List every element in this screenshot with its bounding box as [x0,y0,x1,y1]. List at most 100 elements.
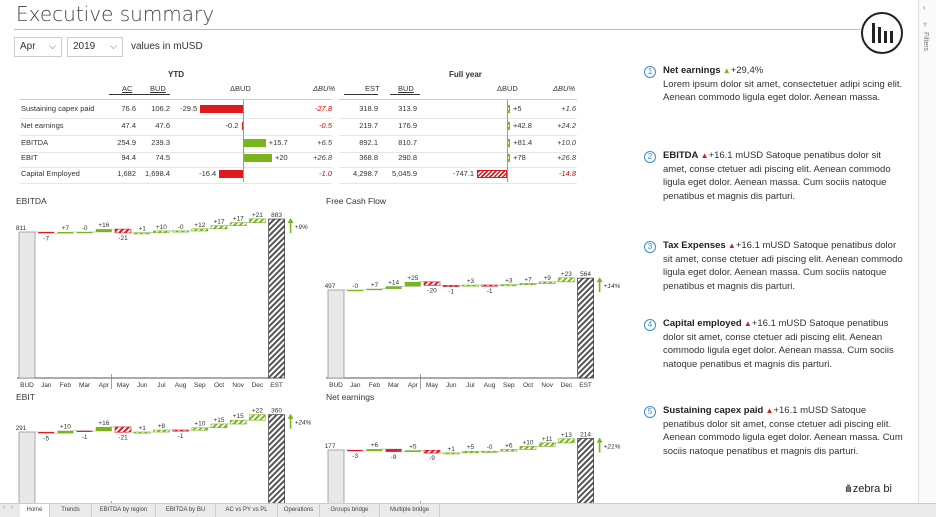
est-value: 219.7 [359,121,378,130]
delta-bar [243,139,266,147]
filter-icon: ▿ [923,20,928,29]
tab-trends[interactable]: Trends [50,504,92,517]
chevron-down-icon: ⌵ [49,41,56,51]
dbup2-value: +24.2 [557,121,576,130]
zebra-logo-icon: ıllı [845,484,853,495]
ac-value: 94.4 [121,153,136,162]
tab-groups-bridge[interactable]: Groups bridge [320,504,380,517]
data-label: 360 [271,408,282,415]
data-label: 497 [325,283,336,290]
data-label: -9 [429,455,435,462]
category-label: Oct [523,382,533,389]
waterfall-chart: -0 +7 +14 +25 -20 -1 +3 -1 +3 +7 +9 +23 497 564 +14% BU… [325,271,621,389]
tab-operations[interactable]: Operations [278,504,320,517]
tab-scroll-right-icon[interactable]: › [11,504,14,511]
category-label: Sep [194,382,206,389]
variance-label: +24% [295,420,312,427]
filters-label[interactable]: Filters [922,32,929,52]
ac-value: 254.9 [117,138,136,147]
row-label: Sustaining capex paid [21,104,95,113]
filters-pane[interactable] [918,0,936,517]
row-divider [339,167,577,168]
data-label: +17 [213,219,224,226]
bar-jan [347,450,364,452]
category-label: Apr [99,382,110,389]
comment-body: Satoque penatibus dolor sit amet, conse … [663,405,903,457]
comment-number-icon: 4 [644,319,656,331]
bar-oct [519,283,537,285]
page-tabs-bar [0,503,936,517]
row-label: Net earnings [21,121,64,130]
row-divider [20,135,332,136]
row-divider [20,167,332,168]
col-est: EST [365,84,380,93]
est-value: 892.1 [359,138,378,147]
bar-sep [500,449,518,452]
row-divider [20,152,332,153]
arrow-up-icon [596,277,603,283]
tab-home[interactable]: Home [20,504,50,517]
tab-ebitda-by-region[interactable]: EBITDA by region [92,504,156,517]
bar-jul [462,284,479,287]
comment-title: Capital employed [663,318,742,329]
row-label: Capital Employed [21,169,80,178]
dbup2-value: +26.8 [557,153,576,162]
data-label: -1 [82,434,88,441]
row-divider [339,135,577,136]
ac-value: 47.4 [121,121,136,130]
category-label: Nov [232,382,244,389]
bar-aug [481,450,498,453]
bar-apr [404,450,421,452]
tab-multiple-bridge[interactable]: Multiple bridge [380,504,440,517]
data-label: +3 [505,278,513,285]
data-label: -9 [391,454,397,461]
comment-number-icon: 2 [644,151,656,163]
fy-delta-bar [477,170,507,178]
data-label: 214 [580,432,591,439]
bar-jun [133,232,151,235]
category-label: Mar [79,382,91,389]
category-label: Feb [369,382,381,389]
fy-header: Full year [449,70,482,79]
tab-scroll-left-icon[interactable]: ‹ [3,504,6,511]
bar-dec [249,218,266,223]
comment-body: Satoque penatibus dolor sit amet, conse … [663,318,894,370]
comment-delta: +29,4% [730,65,764,76]
dbup-value: -27.8 [314,104,332,113]
bar-feb [57,430,74,434]
fy-delta-label: -747.1 [452,169,475,178]
tab-ac-vs-py-vs-pl[interactable]: AC vs PY vs PL [216,504,278,517]
bar-oct [210,225,228,230]
dbup-value: +26.8 [313,153,332,162]
bar-jun [442,285,460,287]
category-label: Apr [408,382,419,389]
data-label: -0 [178,224,184,231]
delta-bar [219,170,243,178]
bar-oct [210,423,228,429]
data-label: +16 [98,420,109,427]
comment-body: Lorem ipsum dolor sit amet, consectetuer… [663,78,903,104]
row-divider [339,152,577,153]
collapse-icon[interactable]: ‹ [923,3,926,12]
bud2-value: 810.7 [398,138,417,147]
dbup-value: +6.5 [317,138,332,147]
data-label: -21 [118,235,128,242]
delta-label: -16.4 [199,169,217,178]
dbup2-value: -14.8 [558,169,576,178]
month-select[interactable]: Apr ⌵ [14,37,62,57]
category-label: EST [579,382,592,389]
bar-bud [18,231,36,379]
delta-bar [200,105,243,113]
data-label: +9 [543,275,551,282]
bar-jan [38,432,55,434]
data-label: +3 [467,278,475,285]
tab-ebitda-by-bu[interactable]: EBITDA by BU [156,504,216,517]
col-dbup2: ΔBU% [553,84,576,93]
year-select[interactable]: 2019 ⌵ [67,37,123,57]
fy-delta-label: +81.4 [513,138,533,147]
bar-dec [558,438,575,444]
brand-mark: ıllı zebra bi [845,483,892,495]
category-label: Sep [503,382,515,389]
bar-est [268,218,285,379]
row-divider [339,118,577,119]
